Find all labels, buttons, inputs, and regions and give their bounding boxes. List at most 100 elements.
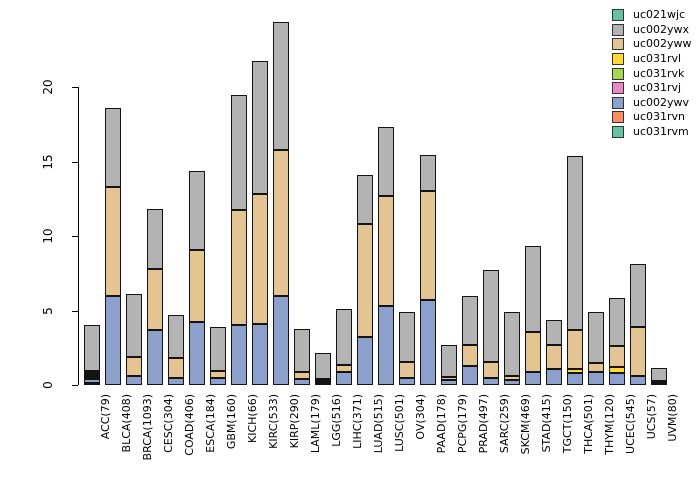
- bar-cesc[interactable]: [147, 209, 163, 385]
- bar-segment-uc002ywv[interactable]: [231, 325, 247, 385]
- bar-segment-uc002yww[interactable]: [168, 358, 184, 378]
- bar-ucs[interactable]: [630, 264, 646, 385]
- bar-ucec[interactable]: [609, 298, 625, 385]
- bar-segment-uc002ywx[interactable]: [231, 95, 247, 210]
- bar-segment-uc002yww[interactable]: [189, 250, 205, 322]
- bar-skcm[interactable]: [504, 312, 520, 385]
- bar-segment-uc002ywx[interactable]: [315, 353, 331, 379]
- bar-acc[interactable]: [84, 325, 100, 385]
- bar-segment-uc002yww[interactable]: [336, 365, 352, 372]
- bar-kirp[interactable]: [273, 22, 289, 385]
- bar-segment-uc002yww[interactable]: [357, 224, 373, 337]
- bar-segment-uc002ywv[interactable]: [168, 378, 184, 385]
- bar-segment-uc002ywv[interactable]: [441, 380, 457, 385]
- bar-laml[interactable]: [294, 329, 310, 385]
- bar-brca[interactable]: [126, 294, 142, 385]
- bar-segment-uc002yww[interactable]: [294, 372, 310, 379]
- bar-lihc[interactable]: [336, 309, 352, 385]
- bar-segment-uc002ywx[interactable]: [357, 175, 373, 224]
- bar-segment-uc002ywv[interactable]: [126, 376, 142, 385]
- bar-segment-uc002ywx[interactable]: [126, 294, 142, 357]
- bar-segment-uc002ywv[interactable]: [315, 381, 331, 383]
- bar-segment-uc002ywv[interactable]: [147, 330, 163, 385]
- bar-segment-uc002yww[interactable]: [399, 362, 415, 378]
- bar-segment-uc002ywv[interactable]: [546, 369, 562, 385]
- bar-segment-uc002ywv[interactable]: [105, 296, 121, 385]
- bar-segment-uc002ywx[interactable]: [273, 22, 289, 150]
- bar-segment-uc002ywv[interactable]: [525, 372, 541, 385]
- bar-pcpg[interactable]: [441, 345, 457, 385]
- bar-segment-uc002ywx[interactable]: [567, 156, 583, 330]
- bar-segment-uc002ywx[interactable]: [84, 325, 100, 371]
- bar-segment-uc002ywv[interactable]: [252, 324, 268, 385]
- bar-segment-uc002ywv[interactable]: [378, 306, 394, 385]
- bar-segment-uc002ywx[interactable]: [252, 61, 268, 194]
- bar-segment-uc002ywx[interactable]: [504, 312, 520, 376]
- bar-segment-uc031rvj[interactable]: [84, 377, 100, 379]
- bar-segment-uc002ywx[interactable]: [168, 315, 184, 358]
- bar-segment-uc002ywv[interactable]: [567, 373, 583, 385]
- bar-segment-uc002yww[interactable]: [147, 269, 163, 330]
- bar-segment-uc002yww[interactable]: [315, 379, 331, 381]
- bar-segment-uc002yww[interactable]: [378, 196, 394, 306]
- bar-kich[interactable]: [231, 95, 247, 385]
- bar-segment-uc002yww[interactable]: [210, 371, 226, 378]
- bar-segment-uc002ywx[interactable]: [441, 345, 457, 377]
- bar-segment-uc002ywx[interactable]: [525, 246, 541, 332]
- bar-segment-uc002yww[interactable]: [126, 357, 142, 376]
- bar-coad[interactable]: [168, 315, 184, 385]
- bar-thym[interactable]: [588, 312, 604, 385]
- bar-segment-uc002ywx[interactable]: [483, 270, 499, 362]
- bar-segment-uc002yww[interactable]: [252, 194, 268, 324]
- bar-segment-uc002ywx[interactable]: [336, 309, 352, 365]
- bar-lgg[interactable]: [315, 353, 331, 385]
- bar-segment-uc031rvn[interactable]: [315, 383, 331, 385]
- bar-segment-uc002yww[interactable]: [525, 332, 541, 372]
- bar-gbm[interactable]: [210, 327, 226, 385]
- bar-segment-uc002ywv[interactable]: [504, 380, 520, 385]
- bar-segment-uc002ywv[interactable]: [273, 296, 289, 385]
- bar-segment-uc002ywx[interactable]: [399, 312, 415, 362]
- bar-segment-uc002ywv[interactable]: [483, 378, 499, 385]
- bar-segment-uc002yww[interactable]: [483, 362, 499, 378]
- bar-segment-uc002ywx[interactable]: [210, 327, 226, 371]
- bar-segment-uc002ywv[interactable]: [294, 379, 310, 385]
- bar-segment-uc002ywx[interactable]: [462, 296, 478, 345]
- bar-uvm[interactable]: [651, 368, 667, 385]
- bar-segment-uc002yww[interactable]: [105, 187, 121, 296]
- bar-segment-uc002ywx[interactable]: [588, 312, 604, 363]
- bar-segment-uc002ywv[interactable]: [420, 300, 436, 385]
- bar-thca[interactable]: [567, 156, 583, 385]
- bar-segment-uc002ywv[interactable]: [357, 337, 373, 385]
- bar-segment-uc031rvl[interactable]: [84, 373, 100, 375]
- bar-prad[interactable]: [462, 296, 478, 385]
- bar-stad[interactable]: [525, 246, 541, 385]
- bar-segment-uc002ywv[interactable]: [588, 372, 604, 385]
- bar-segment-uc031rvl[interactable]: [609, 367, 625, 373]
- bar-kirc[interactable]: [252, 61, 268, 385]
- bar-lusc[interactable]: [378, 127, 394, 385]
- bar-ov[interactable]: [399, 312, 415, 385]
- bar-sarc[interactable]: [483, 270, 499, 385]
- bar-tgct[interactable]: [546, 320, 562, 385]
- bar-segment-uc002ywx[interactable]: [378, 127, 394, 196]
- bar-segment-uc002yww[interactable]: [609, 346, 625, 367]
- bar-segment-uc002yww[interactable]: [231, 210, 247, 325]
- bar-segment-uc002ywv[interactable]: [630, 376, 646, 385]
- bar-segment-uc002yww[interactable]: [420, 191, 436, 300]
- bar-blca[interactable]: [105, 108, 121, 385]
- bar-segment-uc002yww[interactable]: [567, 330, 583, 369]
- bar-segment-uc002ywv[interactable]: [651, 383, 667, 385]
- bar-segment-uc002ywx[interactable]: [546, 320, 562, 345]
- bar-segment-uc002ywv[interactable]: [462, 366, 478, 385]
- bar-segment-uc031rvn[interactable]: [84, 383, 100, 385]
- bar-segment-uc002ywx[interactable]: [105, 108, 121, 187]
- bar-segment-uc002yww[interactable]: [84, 371, 100, 373]
- bar-segment-uc002ywv[interactable]: [210, 378, 226, 385]
- bar-segment-uc002ywv[interactable]: [609, 373, 625, 385]
- bar-segment-uc002yww[interactable]: [504, 376, 520, 380]
- bar-segment-uc002yww[interactable]: [462, 345, 478, 366]
- bar-luad[interactable]: [357, 175, 373, 385]
- bar-segment-uc031rvl[interactable]: [567, 369, 583, 373]
- bar-segment-uc002ywx[interactable]: [630, 264, 646, 327]
